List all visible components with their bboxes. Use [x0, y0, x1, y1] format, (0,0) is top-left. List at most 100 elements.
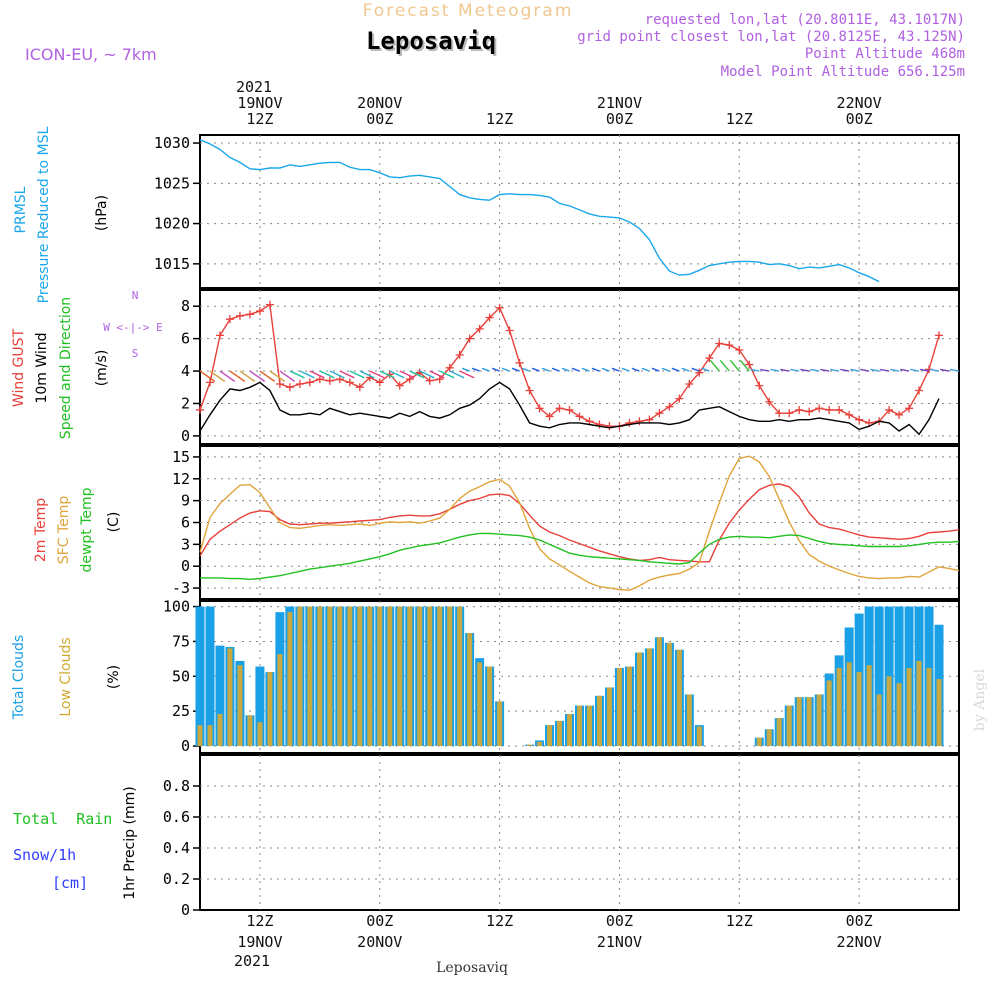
gust-marker	[595, 420, 604, 429]
grid-coords: grid point closest lon,lat (20.8125E, 43…	[577, 29, 965, 45]
gust-marker	[785, 409, 794, 418]
low-clouds-label: Low Clouds	[58, 637, 74, 716]
wind-arrow	[910, 368, 920, 372]
low-cloud-bar	[257, 722, 263, 747]
gust-marker	[695, 368, 704, 377]
wind-arrow	[419, 370, 435, 379]
ytick-label: 0.8	[163, 777, 190, 795]
low-cloud-bar	[287, 612, 293, 747]
wind-arrow	[940, 368, 950, 372]
top-hour-label: 00Z	[606, 110, 633, 128]
top-hour-label: 12Z	[726, 110, 753, 128]
bottom-hour-label: 00Z	[606, 912, 633, 930]
total-cloud-bar	[874, 606, 884, 747]
wind-arrow	[511, 367, 520, 372]
wind-arrow	[591, 367, 600, 372]
low-cloud-bar	[656, 637, 662, 747]
rain-label: Total Rain	[13, 810, 112, 828]
series-line-dewpt-temp	[200, 532, 960, 581]
wind-arrow	[269, 370, 286, 382]
wind-arrow	[561, 367, 570, 372]
gust-marker	[285, 383, 294, 392]
gust-marker	[815, 404, 824, 413]
bottom-date-label: 22NOV	[837, 933, 882, 951]
low-cloud-bar	[417, 606, 423, 747]
wind-arrow	[219, 370, 236, 382]
wind-arrow	[439, 370, 455, 379]
low-cloud-bar	[407, 606, 413, 747]
gust-marker	[475, 324, 484, 333]
wind-arrow	[521, 367, 530, 372]
wind-arrow	[870, 368, 880, 372]
low-cloud-bar	[497, 701, 503, 747]
watermark: by Angel	[972, 668, 988, 731]
wind-arrow	[309, 370, 325, 379]
gust-marker	[675, 394, 684, 403]
low-cloud-bar	[856, 672, 862, 747]
gust-marker	[665, 402, 674, 411]
wind-arrows	[199, 359, 960, 382]
gust-marker	[535, 404, 544, 413]
panel-2: 0 2 4 6 8	[181, 289, 960, 445]
low-cloud-bar	[606, 687, 612, 747]
low-cloud-bar	[896, 683, 902, 747]
wind-arrow	[491, 367, 500, 372]
series-line-10m-wind	[199, 381, 940, 436]
ytick-label: 0.2	[163, 870, 190, 888]
low-cloud-bar	[756, 737, 762, 747]
wind-arrow	[199, 370, 216, 382]
low-cloud-bar	[467, 633, 473, 747]
gust-marker	[455, 350, 464, 359]
gust-marker	[335, 375, 344, 384]
wind-arrow	[581, 367, 590, 372]
wind-arrow	[900, 368, 910, 372]
top-date-label: 21NOV	[597, 94, 642, 112]
ytick-label: 1020	[154, 215, 190, 233]
gust-marker	[935, 331, 944, 340]
low-cloud-bar	[437, 606, 443, 747]
wind-arrow	[299, 370, 315, 379]
top-date-label: 20NOV	[357, 94, 402, 112]
model-label: ICON-EU, ~ 7km	[25, 45, 157, 64]
gust-marker	[205, 378, 214, 387]
wind-arrow	[790, 368, 800, 372]
low-cloud-bar	[776, 718, 782, 747]
pressure-label-2: Pressure Reduced to MSL	[36, 126, 52, 303]
wind-arrow	[671, 367, 680, 372]
gust-marker	[315, 375, 324, 384]
wind-arrow	[930, 368, 940, 372]
snow-label: Snow/1h	[13, 846, 76, 864]
gust-marker	[405, 375, 414, 384]
cloud-labels: Total Clouds Low Clouds (%)	[11, 635, 122, 720]
series-line-prmsl	[199, 139, 880, 283]
wind-arrow	[349, 370, 365, 379]
gust-marker	[735, 345, 744, 354]
panels: 1015 1020 1025 1030 0 2 4 6 8 -3 0 3 6 9 12 15 0 25 50 75 10…	[154, 134, 960, 919]
wind-arrow	[459, 370, 475, 379]
ytick-label: 0.4	[163, 839, 190, 857]
wind-arrow	[501, 367, 510, 372]
wind-arrow	[880, 368, 890, 372]
panel-frame	[199, 289, 960, 445]
compass-n: N	[132, 289, 139, 302]
bottom-hour-label: 12Z	[486, 912, 513, 930]
ytick-label: 1015	[154, 255, 190, 273]
wind-arrow	[611, 367, 620, 372]
low-cloud-bar	[527, 744, 533, 747]
wind-arrow	[709, 359, 720, 372]
panel-frame	[199, 134, 960, 289]
wind-arrow	[429, 370, 445, 379]
ytick-label: 8	[181, 297, 190, 315]
gust-marker	[725, 341, 734, 350]
total-cloud-bar	[195, 606, 205, 747]
low-cloud-bar	[836, 667, 842, 747]
temp-unit: (C)	[106, 512, 122, 533]
ytick-label: 1025	[154, 174, 190, 192]
low-cloud-bar	[347, 606, 353, 747]
gust-marker	[515, 358, 524, 367]
bottom-time-axis: 2021 Leposaviq 12Z 19NOV 00Z 20NOV 12Z 00Z 21N…	[234, 912, 882, 976]
bottom-date-label: 20NOV	[357, 933, 402, 951]
gust-marker	[565, 405, 574, 414]
gust-marker	[845, 410, 854, 419]
